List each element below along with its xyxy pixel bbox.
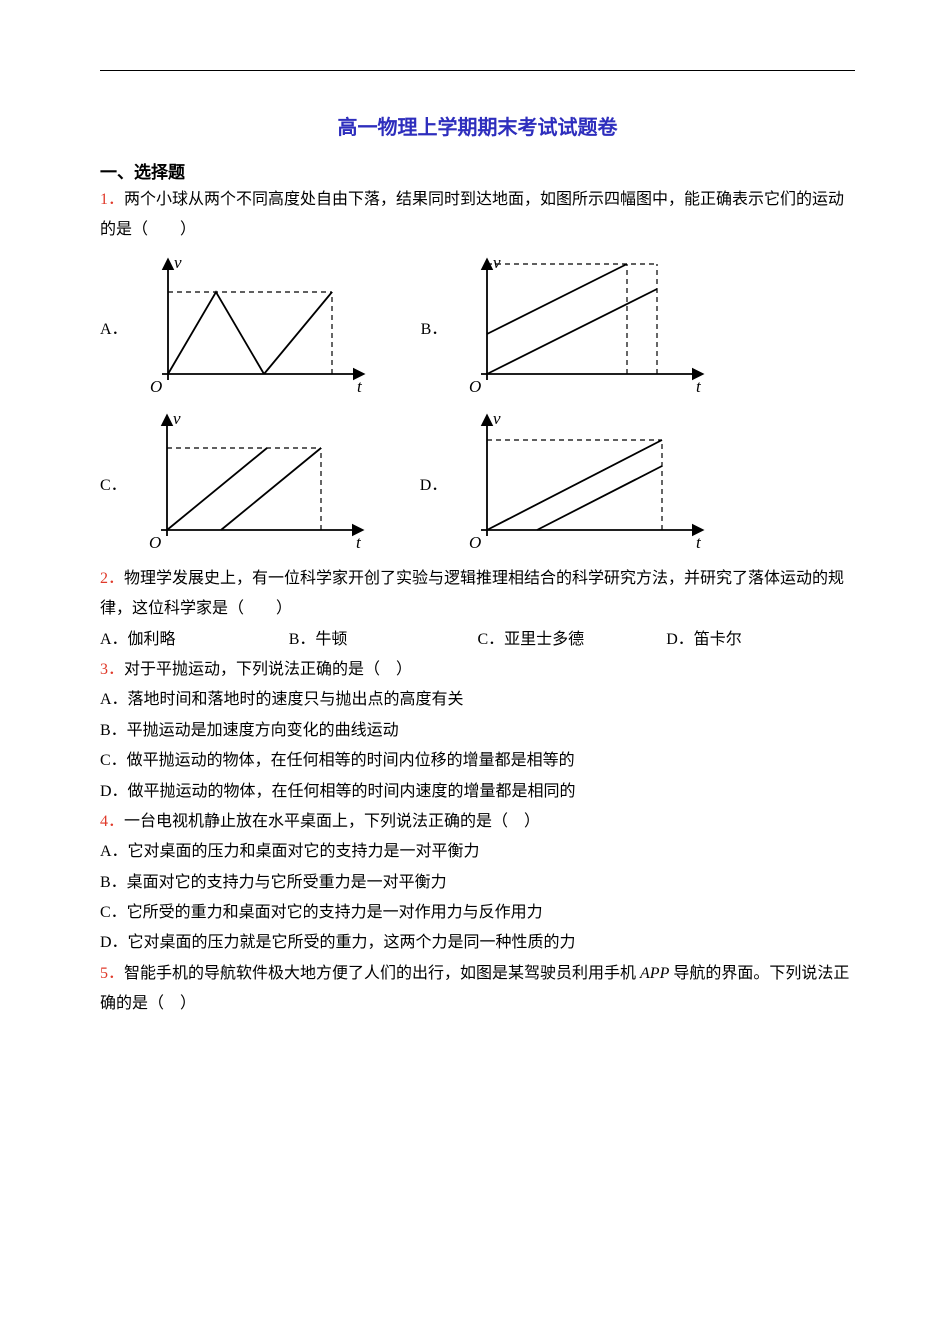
svg-text:t: t — [696, 377, 702, 396]
q1-chart-b: v Ot — [455, 252, 710, 402]
q2-options: A．伽利略 B．牛顿 C．亚里士多德 D．笛卡尔 — [100, 625, 855, 655]
q1-chart-d: v Ot — [455, 408, 710, 558]
top-divider — [100, 70, 855, 71]
svg-text:O: O — [469, 377, 481, 396]
section-1-header: 一、选择题 — [100, 158, 855, 183]
q2-opt-d: D．笛卡尔 — [666, 625, 855, 655]
q2-stem: 物理学发展史上，有一位科学家开创了实验与逻辑推理相结合的科学研究方法，并研究了落… — [100, 570, 844, 617]
q1-stem: 两个小球从两个不同高度处自由下落，结果同时到达地面，如图所示四幅图中，能正确表示… — [100, 191, 844, 238]
q1-number: 1． — [100, 191, 124, 208]
page-container: 高一物理上学期期末考试试题卷 一、选择题 1．两个小球从两个不同高度处自由下落，… — [0, 0, 945, 1337]
svg-text:t: t — [696, 533, 702, 552]
q5-stem-a: 智能手机的导航软件极大地方便了人们的出行，如图是某驾驶员利用手机 — [124, 965, 640, 982]
q1-chart-a: v Ot — [136, 252, 371, 402]
svg-text:O: O — [469, 533, 481, 552]
q2-opt-a: A．伽利略 — [100, 625, 289, 655]
svg-text:t: t — [357, 377, 363, 396]
q4-number: 4． — [100, 813, 124, 830]
q1-label-d: D． — [420, 471, 448, 495]
question-4: 4．一台电视机静止放在水平桌面上，下列说法正确的是（ ） — [100, 807, 855, 837]
q3-opt-b: B．平抛运动是加速度方向变化的曲线运动 — [100, 716, 855, 746]
svg-text:v: v — [173, 409, 181, 428]
q5-number: 5． — [100, 965, 124, 982]
q1-graph-cell-a: A． v Ot — [100, 252, 371, 402]
q4-opt-a: A．它对桌面的压力和桌面对它的支持力是一对平衡力 — [100, 837, 855, 867]
q4-opt-d: D．它对桌面的压力就是它所受的重力，这两个力是同一种性质的力 — [100, 928, 855, 958]
q1-graph-cell-d: D． v Ot — [420, 408, 711, 558]
q1-chart-c: v Ot — [135, 408, 370, 558]
svg-text:t: t — [356, 533, 362, 552]
q3-opt-d: D．做平抛运动的物体，在任何相等的时间内速度的增量都是相同的 — [100, 777, 855, 807]
q4-opt-b: B．桌面对它的支持力与它所受重力是一对平衡力 — [100, 868, 855, 898]
svg-text:v: v — [174, 253, 182, 272]
page-title: 高一物理上学期期末考试试题卷 — [100, 111, 855, 140]
q1-label-a: A． — [100, 315, 128, 339]
q1-label-c: C． — [100, 471, 127, 495]
q4-stem: 一台电视机静止放在水平桌面上，下列说法正确的是（ ） — [124, 813, 540, 830]
q2-number: 2． — [100, 570, 124, 587]
svg-text:O: O — [150, 377, 162, 396]
question-1: 1．两个小球从两个不同高度处自由下落，结果同时到达地面，如图所示四幅图中，能正确… — [100, 185, 855, 246]
q1-label-b: B． — [421, 315, 448, 339]
q1-graph-cell-b: B． v Ot — [421, 252, 711, 402]
q3-stem: 对于平抛运动，下列说法正确的是（ ） — [124, 661, 412, 678]
q3-opt-c: C．做平抛运动的物体，在任何相等的时间内位移的增量都是相等的 — [100, 746, 855, 776]
question-5: 5．智能手机的导航软件极大地方便了人们的出行，如图是某驾驶员利用手机 APP 导… — [100, 959, 855, 1020]
svg-text:v: v — [493, 253, 501, 272]
q2-opt-c: C．亚里士多德 — [478, 625, 667, 655]
question-2: 2．物理学发展史上，有一位科学家开创了实验与逻辑推理相结合的科学研究方法，并研究… — [100, 564, 855, 625]
q2-opt-b: B．牛顿 — [289, 625, 478, 655]
question-3: 3．对于平抛运动，下列说法正确的是（ ） — [100, 655, 855, 685]
q1-graph-cell-c: C． v Ot — [100, 408, 370, 558]
svg-text:v: v — [493, 409, 501, 428]
q3-number: 3． — [100, 661, 124, 678]
q3-opt-a: A．落地时间和落地时的速度只与抛出点的高度有关 — [100, 685, 855, 715]
q1-graph-row-1: A． v Ot B． v Ot — [100, 252, 855, 402]
svg-text:O: O — [149, 533, 161, 552]
q1-graph-row-2: C． v Ot D． v Ot — [100, 408, 855, 558]
q5-italic-app: APP — [640, 965, 669, 982]
q4-opt-c: C．它所受的重力和桌面对它的支持力是一对作用力与反作用力 — [100, 898, 855, 928]
